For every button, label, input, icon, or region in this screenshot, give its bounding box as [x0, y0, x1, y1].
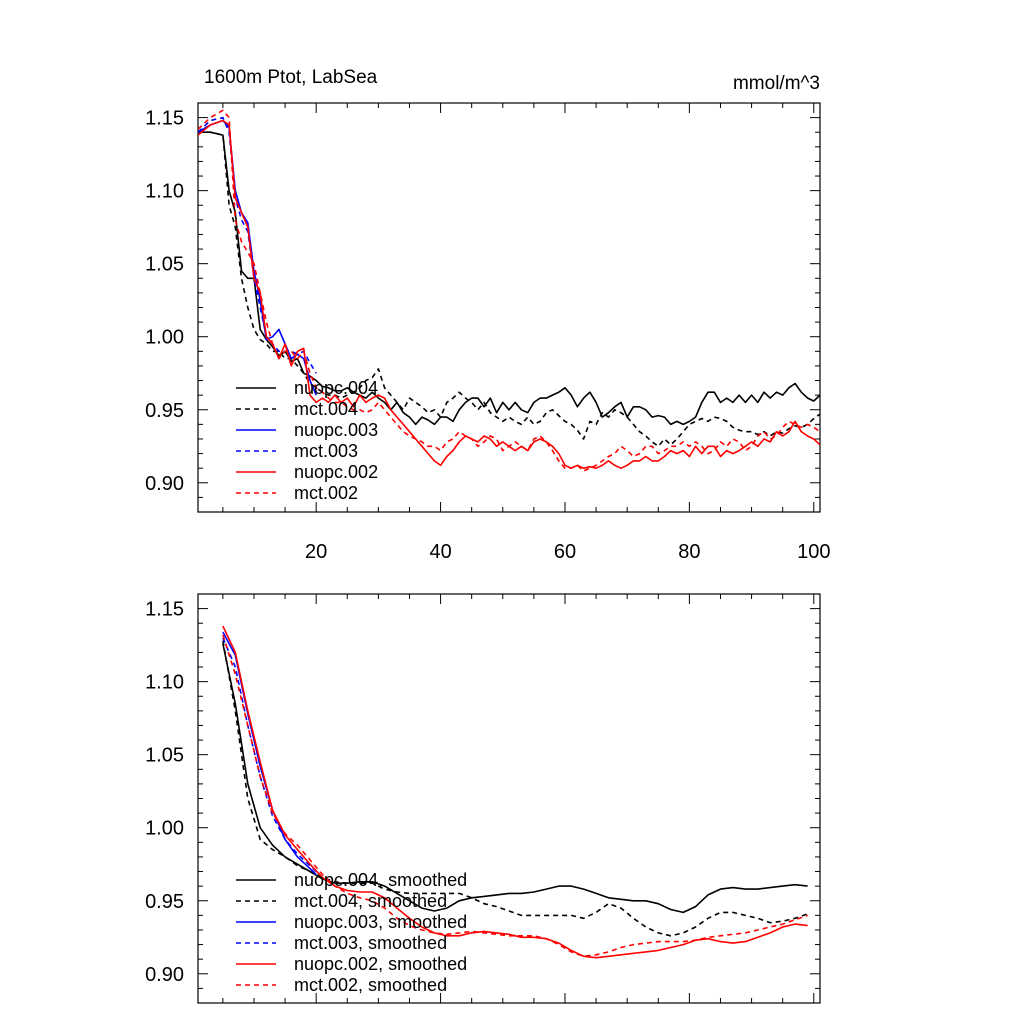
legend-label: mct.002, smoothed [294, 975, 447, 995]
y-tick-label: 1.00 [145, 327, 184, 349]
series-line [198, 119, 317, 396]
series-line [222, 637, 317, 873]
legend-label: mct.002 [294, 483, 358, 503]
bottom-panel: 0.90 0.95 1.00 1.05 1.10 1.15 nuopc.004, smoot… [145, 593, 821, 1004]
legend-label: mct.003, smoothed [294, 933, 447, 953]
x-tick-label: 40 [429, 541, 451, 563]
y-tick-label: 1.15 [145, 599, 184, 621]
y-tick-label: 1.05 [145, 745, 184, 767]
legend-label: mct.004 [294, 399, 358, 419]
series-line [198, 109, 820, 472]
y-tick-label: 1.10 [145, 181, 184, 203]
series-line [198, 119, 820, 470]
x-tick-label: 80 [678, 541, 700, 563]
x-tick-label: 60 [554, 541, 576, 563]
series-line [198, 131, 820, 426]
top-panel: 1600m Ptot, LabSea mmol/m^3 0.90 0.95 1.00… [145, 67, 830, 563]
legend-label: nuopc.004 [294, 378, 378, 398]
series-line [222, 631, 317, 876]
chart-units-label: mmol/m^3 [733, 73, 820, 94]
y-tick-label: 1.00 [145, 818, 184, 840]
series-line [198, 131, 820, 448]
legend-label: nuopc.003 [294, 420, 378, 440]
series-group [198, 109, 820, 472]
y-tick-label: 1.10 [145, 672, 184, 694]
legend-label: nuopc.002, smoothed [294, 954, 467, 974]
legend-label: mct.004, smoothed [294, 891, 447, 911]
series-line [222, 625, 808, 959]
legend-label: mct.003 [294, 441, 358, 461]
legend-label: nuopc.002 [294, 462, 378, 482]
legend-label: nuopc.003, smoothed [294, 912, 467, 932]
y-tick-label: 0.95 [145, 400, 184, 422]
y-tick-label: 0.90 [145, 964, 184, 986]
y-tick-label: 0.95 [145, 891, 184, 913]
y-tick-label: 1.05 [145, 254, 184, 276]
x-tick-label: 20 [305, 541, 327, 563]
chart-title: 1600m Ptot, LabSea [204, 67, 378, 88]
x-tick-label: 100 [797, 541, 830, 563]
series-line [222, 634, 808, 958]
y-tick-label: 0.90 [145, 473, 184, 495]
legend-label: nuopc.004, smoothed [294, 870, 467, 890]
series-line [222, 640, 808, 937]
y-tick-label: 1.15 [145, 108, 184, 130]
legend: nuopc.004mct.004nuopc.003mct.003nuopc.00… [236, 378, 378, 503]
series-group [222, 625, 808, 959]
series-line [222, 643, 808, 914]
